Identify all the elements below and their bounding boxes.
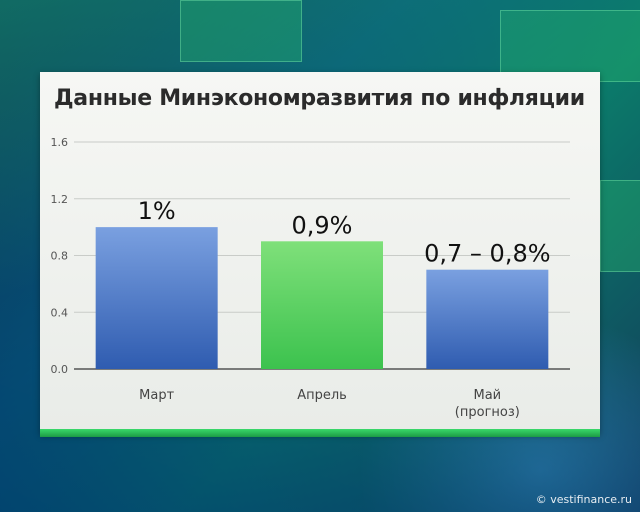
y-tick-label: 1.2	[51, 193, 69, 206]
data-label: 1%	[138, 197, 176, 225]
panel-bottom-strip	[40, 429, 600, 437]
x-tick-label: Май	[474, 388, 502, 403]
bar	[426, 269, 549, 369]
y-tick-label: 0.8	[51, 250, 69, 263]
bar-chart: 0.0 0.4 0.8 1.2 1.6 1% Март 0,9% Апрель 0,7 – 0,8…	[51, 136, 570, 420]
background-decor-block	[600, 180, 640, 272]
x-tick-label: Март	[139, 388, 174, 403]
bar	[261, 241, 383, 369]
data-label: 0,9%	[292, 211, 353, 239]
watermark: © vestifinance.ru	[535, 493, 632, 506]
y-tick-label: 1.6	[51, 136, 69, 149]
y-tick-label: 0.0	[51, 363, 69, 376]
background-decor-block	[180, 0, 302, 62]
bar	[95, 227, 218, 369]
data-label: 0,7 – 0,8%	[424, 240, 550, 268]
chart-panel: Данные Минэкономразвития по инфляции 0.0…	[40, 72, 600, 434]
background-decor-block	[500, 10, 640, 82]
x-tick-label: (прогноз)	[455, 405, 520, 420]
y-tick-label: 0.4	[51, 306, 69, 319]
chart-title: Данные Минэкономразвития по инфляции	[54, 86, 585, 111]
x-tick-label: Апрель	[297, 388, 347, 403]
